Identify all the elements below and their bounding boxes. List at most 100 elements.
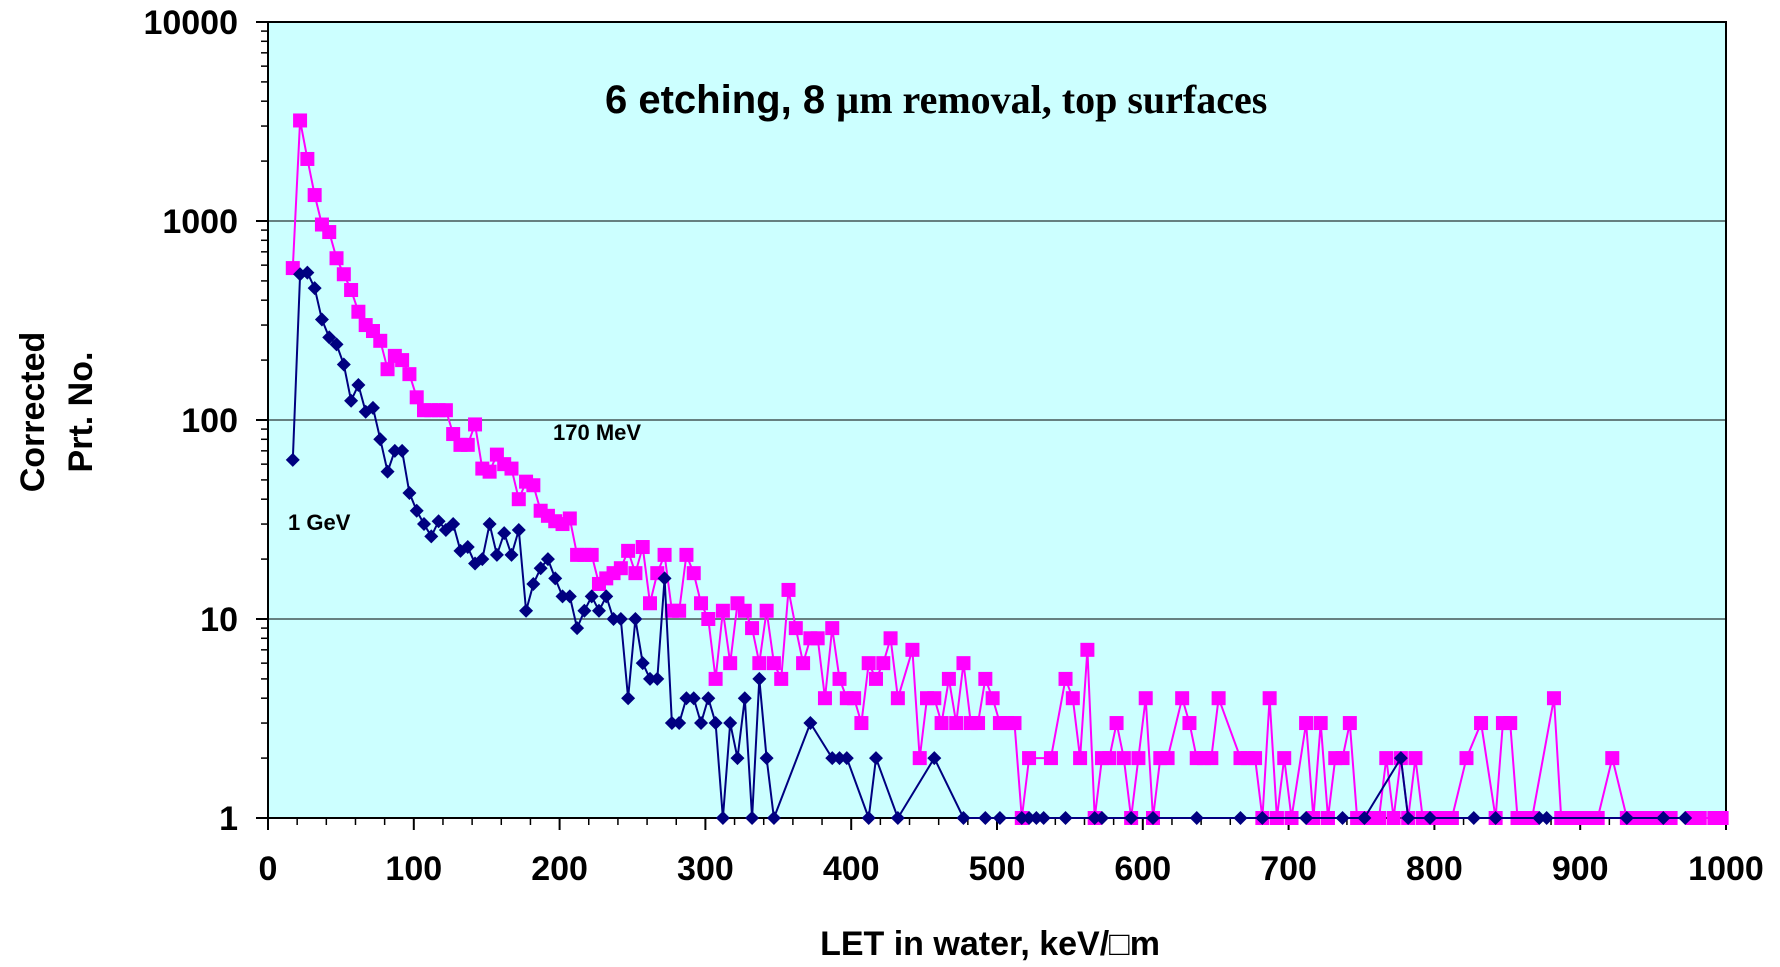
data-point — [1211, 691, 1226, 706]
data-point — [409, 503, 424, 518]
data-point — [832, 751, 847, 766]
data-point — [504, 547, 519, 562]
data-point — [373, 333, 388, 348]
data-point — [591, 603, 606, 618]
data-point — [497, 526, 512, 541]
data-point — [978, 671, 993, 686]
data-point — [766, 811, 781, 825]
data-point — [533, 561, 548, 576]
data-point — [1022, 751, 1037, 766]
data-point — [1539, 811, 1554, 825]
data-point — [562, 511, 577, 526]
data-point — [817, 691, 832, 706]
data-point — [715, 811, 730, 825]
data-point — [672, 603, 687, 618]
data-point — [1160, 751, 1175, 766]
data-point — [941, 671, 956, 686]
data-point — [1357, 811, 1372, 825]
data-point — [635, 656, 650, 671]
data-point — [1714, 811, 1729, 825]
data-point — [351, 377, 366, 392]
x-tick-label: 200 — [531, 850, 588, 888]
data-point — [1503, 716, 1518, 731]
data-point — [293, 113, 308, 128]
y-axis-title-line1: Corrected — [14, 332, 52, 493]
data-point — [1459, 751, 1474, 766]
data-point — [752, 656, 767, 671]
data-point — [890, 811, 905, 825]
data-point — [1313, 716, 1328, 731]
data-point — [621, 691, 636, 706]
data-point — [482, 517, 497, 532]
data-point — [1029, 811, 1044, 825]
data-point — [1204, 751, 1219, 766]
chart-title-part1: 6 etching, 8 — [605, 78, 836, 122]
data-point — [992, 811, 1007, 825]
data-point — [606, 612, 621, 626]
data-point — [409, 390, 424, 405]
data-point — [336, 267, 351, 282]
series-1-gev — [285, 265, 1693, 825]
data-point — [1116, 751, 1131, 766]
x-tick-label: 400 — [823, 850, 880, 888]
data-point — [715, 603, 730, 618]
data-point — [1124, 811, 1139, 825]
data-point — [985, 691, 1000, 706]
y-tick-label: 100 — [181, 402, 238, 440]
data-point — [621, 543, 636, 558]
data-point — [1058, 671, 1073, 686]
data-point — [796, 656, 811, 671]
data-point — [300, 265, 315, 280]
data-point — [1073, 751, 1088, 766]
data-point — [314, 312, 329, 327]
data-point — [701, 612, 716, 626]
chart-title-part2: µm removal, top surfaces — [836, 77, 1267, 122]
data-point — [766, 656, 781, 671]
data-point — [1248, 751, 1263, 766]
data-point — [839, 751, 854, 766]
data-point — [876, 656, 891, 671]
grid-lines — [268, 220, 1726, 620]
data-point — [890, 691, 905, 706]
x-tick-label: 0 — [259, 850, 278, 888]
data-point — [927, 691, 942, 706]
data-point — [774, 671, 789, 686]
data-point — [971, 716, 986, 731]
x-tick-label: 800 — [1406, 850, 1463, 888]
data-point — [1233, 811, 1248, 825]
data-point — [628, 566, 643, 581]
data-point — [1094, 811, 1109, 825]
data-point — [723, 716, 738, 731]
data-point — [526, 478, 541, 493]
data-point — [752, 671, 767, 686]
data-point — [1335, 811, 1350, 825]
data-point — [417, 517, 432, 532]
data-point — [1656, 811, 1671, 825]
x-tick-label: 1000 — [1688, 850, 1764, 888]
data-point — [810, 631, 825, 646]
data-point — [1678, 811, 1693, 825]
data-point — [613, 612, 628, 626]
data-point — [745, 811, 760, 825]
data-point — [825, 621, 840, 636]
data-point — [365, 400, 380, 415]
data-point — [584, 547, 599, 562]
data-point — [307, 281, 322, 296]
data-point — [686, 566, 701, 581]
data-point — [424, 529, 439, 544]
data-point — [1423, 811, 1438, 825]
data-point — [912, 751, 927, 766]
data-point — [664, 716, 679, 731]
data-point — [344, 393, 359, 408]
data-point — [519, 603, 534, 618]
data-point — [1393, 751, 1408, 766]
data-point — [832, 671, 847, 686]
series-label-170-mev: 170 MeV — [553, 420, 641, 445]
data-point — [708, 716, 723, 731]
data-point — [475, 552, 490, 567]
data-point — [650, 671, 665, 686]
data-point — [460, 540, 475, 555]
data-point — [489, 547, 504, 562]
data-point — [431, 514, 446, 529]
data-point — [1080, 642, 1095, 657]
